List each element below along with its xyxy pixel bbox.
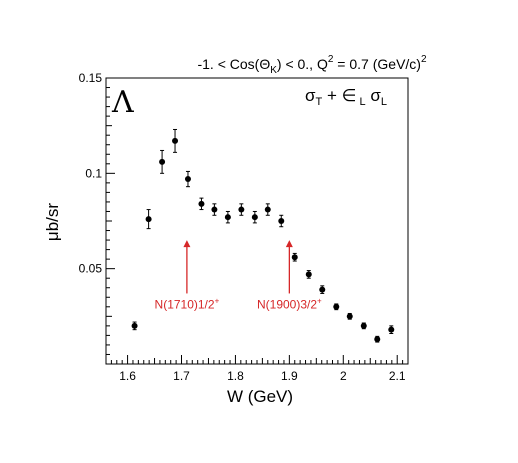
annotation-label-sup: + bbox=[317, 296, 322, 305]
annotation-label-main: N(1710)1/2 bbox=[155, 297, 215, 311]
annotation-arrowhead bbox=[285, 240, 293, 248]
data-point bbox=[291, 254, 298, 261]
legend-sigma-1: σ bbox=[305, 86, 316, 105]
data-point bbox=[319, 286, 326, 293]
data-point bbox=[264, 206, 271, 213]
data-point bbox=[211, 206, 218, 213]
data-point bbox=[184, 176, 191, 183]
title-sub-k: K bbox=[270, 65, 277, 76]
data-points bbox=[131, 128, 395, 343]
y-axis-label: μb/sr bbox=[43, 203, 62, 241]
annotation-label: N(1900)3/2+ bbox=[257, 296, 322, 311]
legend-sub-l2: L bbox=[381, 96, 387, 108]
data-point bbox=[346, 313, 353, 320]
data-point bbox=[145, 216, 152, 223]
y-tick-label: 0.05 bbox=[79, 262, 103, 276]
x-axis-label: W (GeV) bbox=[227, 387, 293, 406]
legend-sub-l1: L bbox=[356, 96, 365, 108]
data-point bbox=[238, 206, 245, 213]
panel-symbol: Λ bbox=[111, 85, 134, 120]
annotation-label-sup: + bbox=[215, 296, 220, 305]
data-point bbox=[172, 137, 179, 144]
legend-label: σT + ∈ L σL bbox=[305, 86, 387, 108]
data-point bbox=[198, 200, 205, 207]
data-point bbox=[360, 322, 367, 329]
data-point bbox=[374, 336, 381, 343]
x-tick-label: 2.1 bbox=[389, 369, 406, 383]
title-suffix: = 0.7 (GeV/c) bbox=[333, 56, 421, 72]
x-tick-label: 2 bbox=[340, 369, 347, 383]
data-point bbox=[131, 322, 138, 329]
annotations: N(1710)1/2+ N(1900)3/2+ bbox=[155, 240, 322, 311]
annotation-label-main: N(1900)3/2 bbox=[257, 297, 317, 311]
y-tick-label: 0.15 bbox=[79, 71, 103, 85]
legend-sub-t: T bbox=[316, 96, 323, 108]
title-sup-2b: 2 bbox=[421, 54, 427, 65]
data-point bbox=[305, 271, 312, 278]
title-sup-2: 2 bbox=[328, 54, 334, 65]
chart-title: -1. < Cos(ΘK) < 0., Q2 = 0.7 (GeV/c)2 bbox=[197, 54, 427, 76]
data-point bbox=[333, 303, 340, 310]
x-tick-label: 1.8 bbox=[227, 369, 244, 383]
data-point bbox=[159, 158, 166, 165]
y-tick-label: 0.1 bbox=[85, 166, 102, 180]
x-tick-label: 1.9 bbox=[281, 369, 298, 383]
x-tick-label: 1.7 bbox=[173, 369, 190, 383]
x-tick-label: 1.6 bbox=[119, 369, 136, 383]
title-mid: ) < 0., Q bbox=[277, 56, 328, 72]
data-point bbox=[388, 326, 395, 333]
data-point bbox=[224, 214, 231, 221]
data-point bbox=[278, 218, 285, 224]
annotation-arrowhead bbox=[183, 240, 191, 248]
data-point bbox=[251, 214, 258, 221]
plot-frame bbox=[105, 77, 409, 365]
annotation-label: N(1710)1/2+ bbox=[155, 296, 220, 311]
axes: 1.6 1.7 1.8 1.9 2 2.1 0.05 0.1 0.15 bbox=[79, 71, 409, 383]
legend-epsilon: ∈ bbox=[342, 86, 357, 105]
title-prefix: -1. < Cos(Θ bbox=[197, 56, 270, 72]
legend-plus: + bbox=[322, 86, 341, 105]
legend-sigma-2: σ bbox=[366, 86, 382, 105]
